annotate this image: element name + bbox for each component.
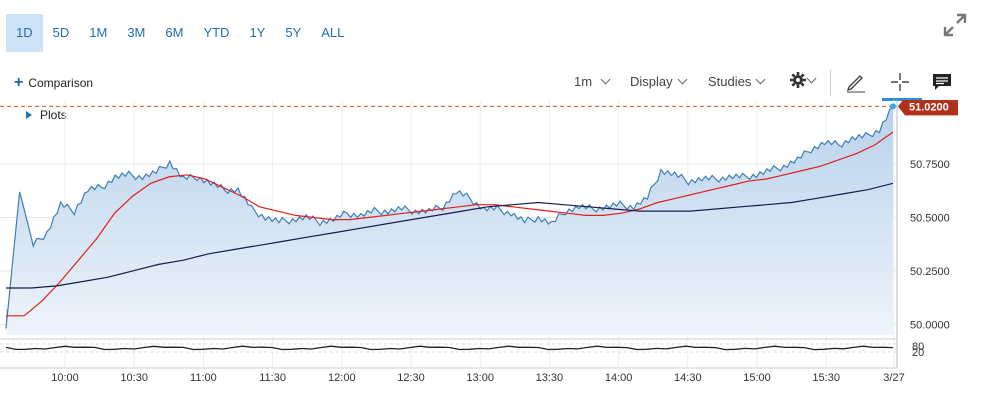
chevron-down-icon bbox=[600, 74, 611, 85]
range-6m[interactable]: 6M bbox=[165, 25, 184, 40]
price-badge: 51.0200 bbox=[898, 100, 958, 116]
range-ytd[interactable]: YTD bbox=[203, 25, 230, 40]
lower-tick-80: 80 bbox=[912, 341, 924, 353]
last-price-dot bbox=[890, 103, 896, 110]
y-axis-ticks: 50.7500 50.5000 50.2500 50.0000 bbox=[910, 159, 950, 331]
price-line bbox=[5, 105, 894, 329]
settings-dropdown[interactable] bbox=[790, 72, 817, 91]
x-tick-label: 15:00 bbox=[743, 372, 771, 384]
chart-toolbar: + Comparison 1m Display Studies bbox=[0, 66, 984, 101]
x-tick-label: 15:30 bbox=[812, 372, 840, 384]
display-label: Display bbox=[630, 74, 673, 89]
x-tick-label: 14:00 bbox=[605, 372, 633, 384]
comparison-button[interactable]: + Comparison bbox=[14, 74, 94, 91]
moving-average-fast-line bbox=[6, 131, 894, 317]
range-selector: 1D 5D 1M 3M 6M YTD 1Y 5Y ALL bbox=[6, 14, 354, 52]
y-tick-label: 50.0000 bbox=[910, 319, 950, 331]
lower-indicator-panel: 80 20 bbox=[0, 338, 924, 359]
x-tick-label: 11:00 bbox=[190, 372, 217, 384]
range-1d[interactable]: 1D bbox=[6, 14, 43, 52]
x-tick-label: 10:00 bbox=[51, 372, 79, 384]
lower-tick-20: 20 bbox=[912, 347, 924, 359]
y-tick-label: 50.7500 bbox=[910, 159, 950, 171]
x-tick-label: 13:00 bbox=[466, 372, 494, 384]
x-tick-label: 14:30 bbox=[674, 372, 702, 384]
range-5d[interactable]: 5D bbox=[52, 25, 70, 40]
moving-average-slow-line bbox=[6, 182, 894, 289]
y-tick-label: 50.5000 bbox=[910, 213, 950, 225]
x-tick-label: 12:30 bbox=[397, 372, 425, 384]
y-tick-label: 50.2500 bbox=[910, 266, 950, 278]
chevron-down-icon bbox=[755, 74, 766, 85]
range-3m[interactable]: 3M bbox=[127, 25, 146, 40]
price-chart[interactable]: 51.0200 50.7500 50.5000 50.2500 50.0000 80 … bbox=[0, 100, 984, 406]
triangle-right-icon bbox=[26, 111, 32, 119]
range-all[interactable]: ALL bbox=[321, 25, 345, 40]
oscillator-line bbox=[5, 345, 894, 351]
studies-label: Studies bbox=[708, 74, 752, 89]
gear-icon bbox=[790, 72, 806, 88]
x-tick-label: 10:30 bbox=[120, 372, 148, 384]
plots-toggle[interactable]: Plots bbox=[26, 108, 67, 122]
comparison-label: Comparison bbox=[28, 76, 94, 90]
plus-icon: + bbox=[14, 74, 24, 91]
interval-label: 1m bbox=[574, 74, 593, 89]
draw-pencil-icon[interactable] bbox=[844, 70, 868, 94]
chevron-down-icon bbox=[806, 73, 817, 84]
x-tick-label: 13:30 bbox=[536, 372, 564, 384]
toolbar-divider bbox=[830, 70, 831, 96]
chevron-down-icon bbox=[677, 74, 688, 85]
svg-text:51.0200: 51.0200 bbox=[909, 101, 949, 113]
comment-icon[interactable] bbox=[930, 70, 954, 94]
studies-dropdown[interactable]: Studies bbox=[708, 74, 766, 89]
range-1y[interactable]: 1Y bbox=[249, 25, 266, 40]
x-tick-label: 12:00 bbox=[328, 372, 356, 384]
range-5y[interactable]: 5Y bbox=[285, 25, 302, 40]
interval-dropdown[interactable]: 1m bbox=[574, 74, 611, 89]
crosshair-icon[interactable] bbox=[888, 70, 912, 94]
x-tick-label: 11:30 bbox=[259, 372, 286, 384]
x-axis-ticks: 10:00 10:30 11:00 11:30 12:00 12:30 13:00 13:30… bbox=[51, 372, 904, 384]
plots-label: Plots bbox=[40, 108, 67, 122]
price-area bbox=[6, 106, 893, 336]
display-dropdown[interactable]: Display bbox=[630, 74, 688, 89]
expand-icon[interactable] bbox=[942, 12, 968, 38]
range-1m[interactable]: 1M bbox=[89, 25, 108, 40]
active-tool-indicator bbox=[882, 98, 922, 101]
x-tick-label: 3/27 bbox=[883, 372, 904, 384]
